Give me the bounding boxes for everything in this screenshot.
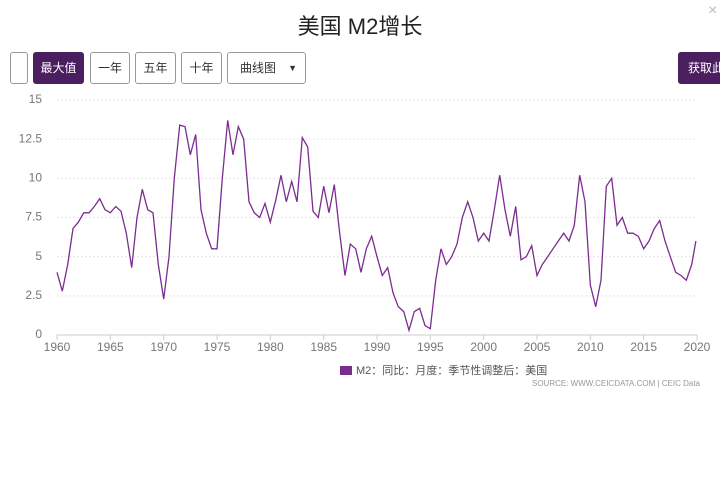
x-tick-label: 1980 xyxy=(257,340,284,354)
y-tick-label: 15 xyxy=(29,92,43,106)
legend-label: M2：同比：月度：季节性调整后：美国 xyxy=(356,363,547,377)
series-line xyxy=(56,120,697,333)
y-tick-label: 12.5 xyxy=(19,131,43,145)
x-tick-label: 2000 xyxy=(470,340,497,354)
close-icon[interactable]: × xyxy=(708,2,718,19)
x-tick-label: 1965 xyxy=(97,340,124,354)
x-tick-label: 2005 xyxy=(524,340,551,354)
y-tick-label: 0 xyxy=(35,327,42,341)
range-button[interactable]: 十年 xyxy=(181,52,222,84)
x-tick-label: 2010 xyxy=(577,340,604,354)
range-button[interactable]: 最大值 xyxy=(33,52,84,84)
range-button[interactable]: 一年 xyxy=(90,52,130,84)
x-tick-label: 1970 xyxy=(150,340,177,354)
y-tick-label: 5 xyxy=(35,249,42,263)
range-button[interactable]: 五年 xyxy=(135,52,176,84)
x-tick-label: 1975 xyxy=(204,340,231,354)
dropdown-label: 曲线图 xyxy=(240,61,277,75)
x-tick-label: 2015 xyxy=(630,340,657,354)
y-tick-label: 7.5 xyxy=(25,210,42,224)
blank-button[interactable] xyxy=(10,52,28,84)
y-tick-label: 10 xyxy=(29,171,43,185)
x-tick-label: 1995 xyxy=(417,340,444,354)
action-button[interactable]: 获取此 xyxy=(678,52,720,84)
x-tick-label: 2020 xyxy=(684,340,711,354)
x-tick-label: 1990 xyxy=(364,340,391,354)
legend-swatch xyxy=(340,366,352,375)
source: SOURCE: WWW.CEICDATA.COM | CEIC Data xyxy=(532,379,701,388)
y-tick-label: 2.5 xyxy=(25,288,42,302)
x-tick-label: 1985 xyxy=(310,340,337,354)
dropdown-arrow: ▼ xyxy=(288,63,297,73)
chart-type-dropdown[interactable]: 曲线图 ▼ xyxy=(227,52,306,84)
x-tick-label: 1960 xyxy=(44,340,71,354)
chart-title: 美国 M2增长 xyxy=(298,14,423,39)
